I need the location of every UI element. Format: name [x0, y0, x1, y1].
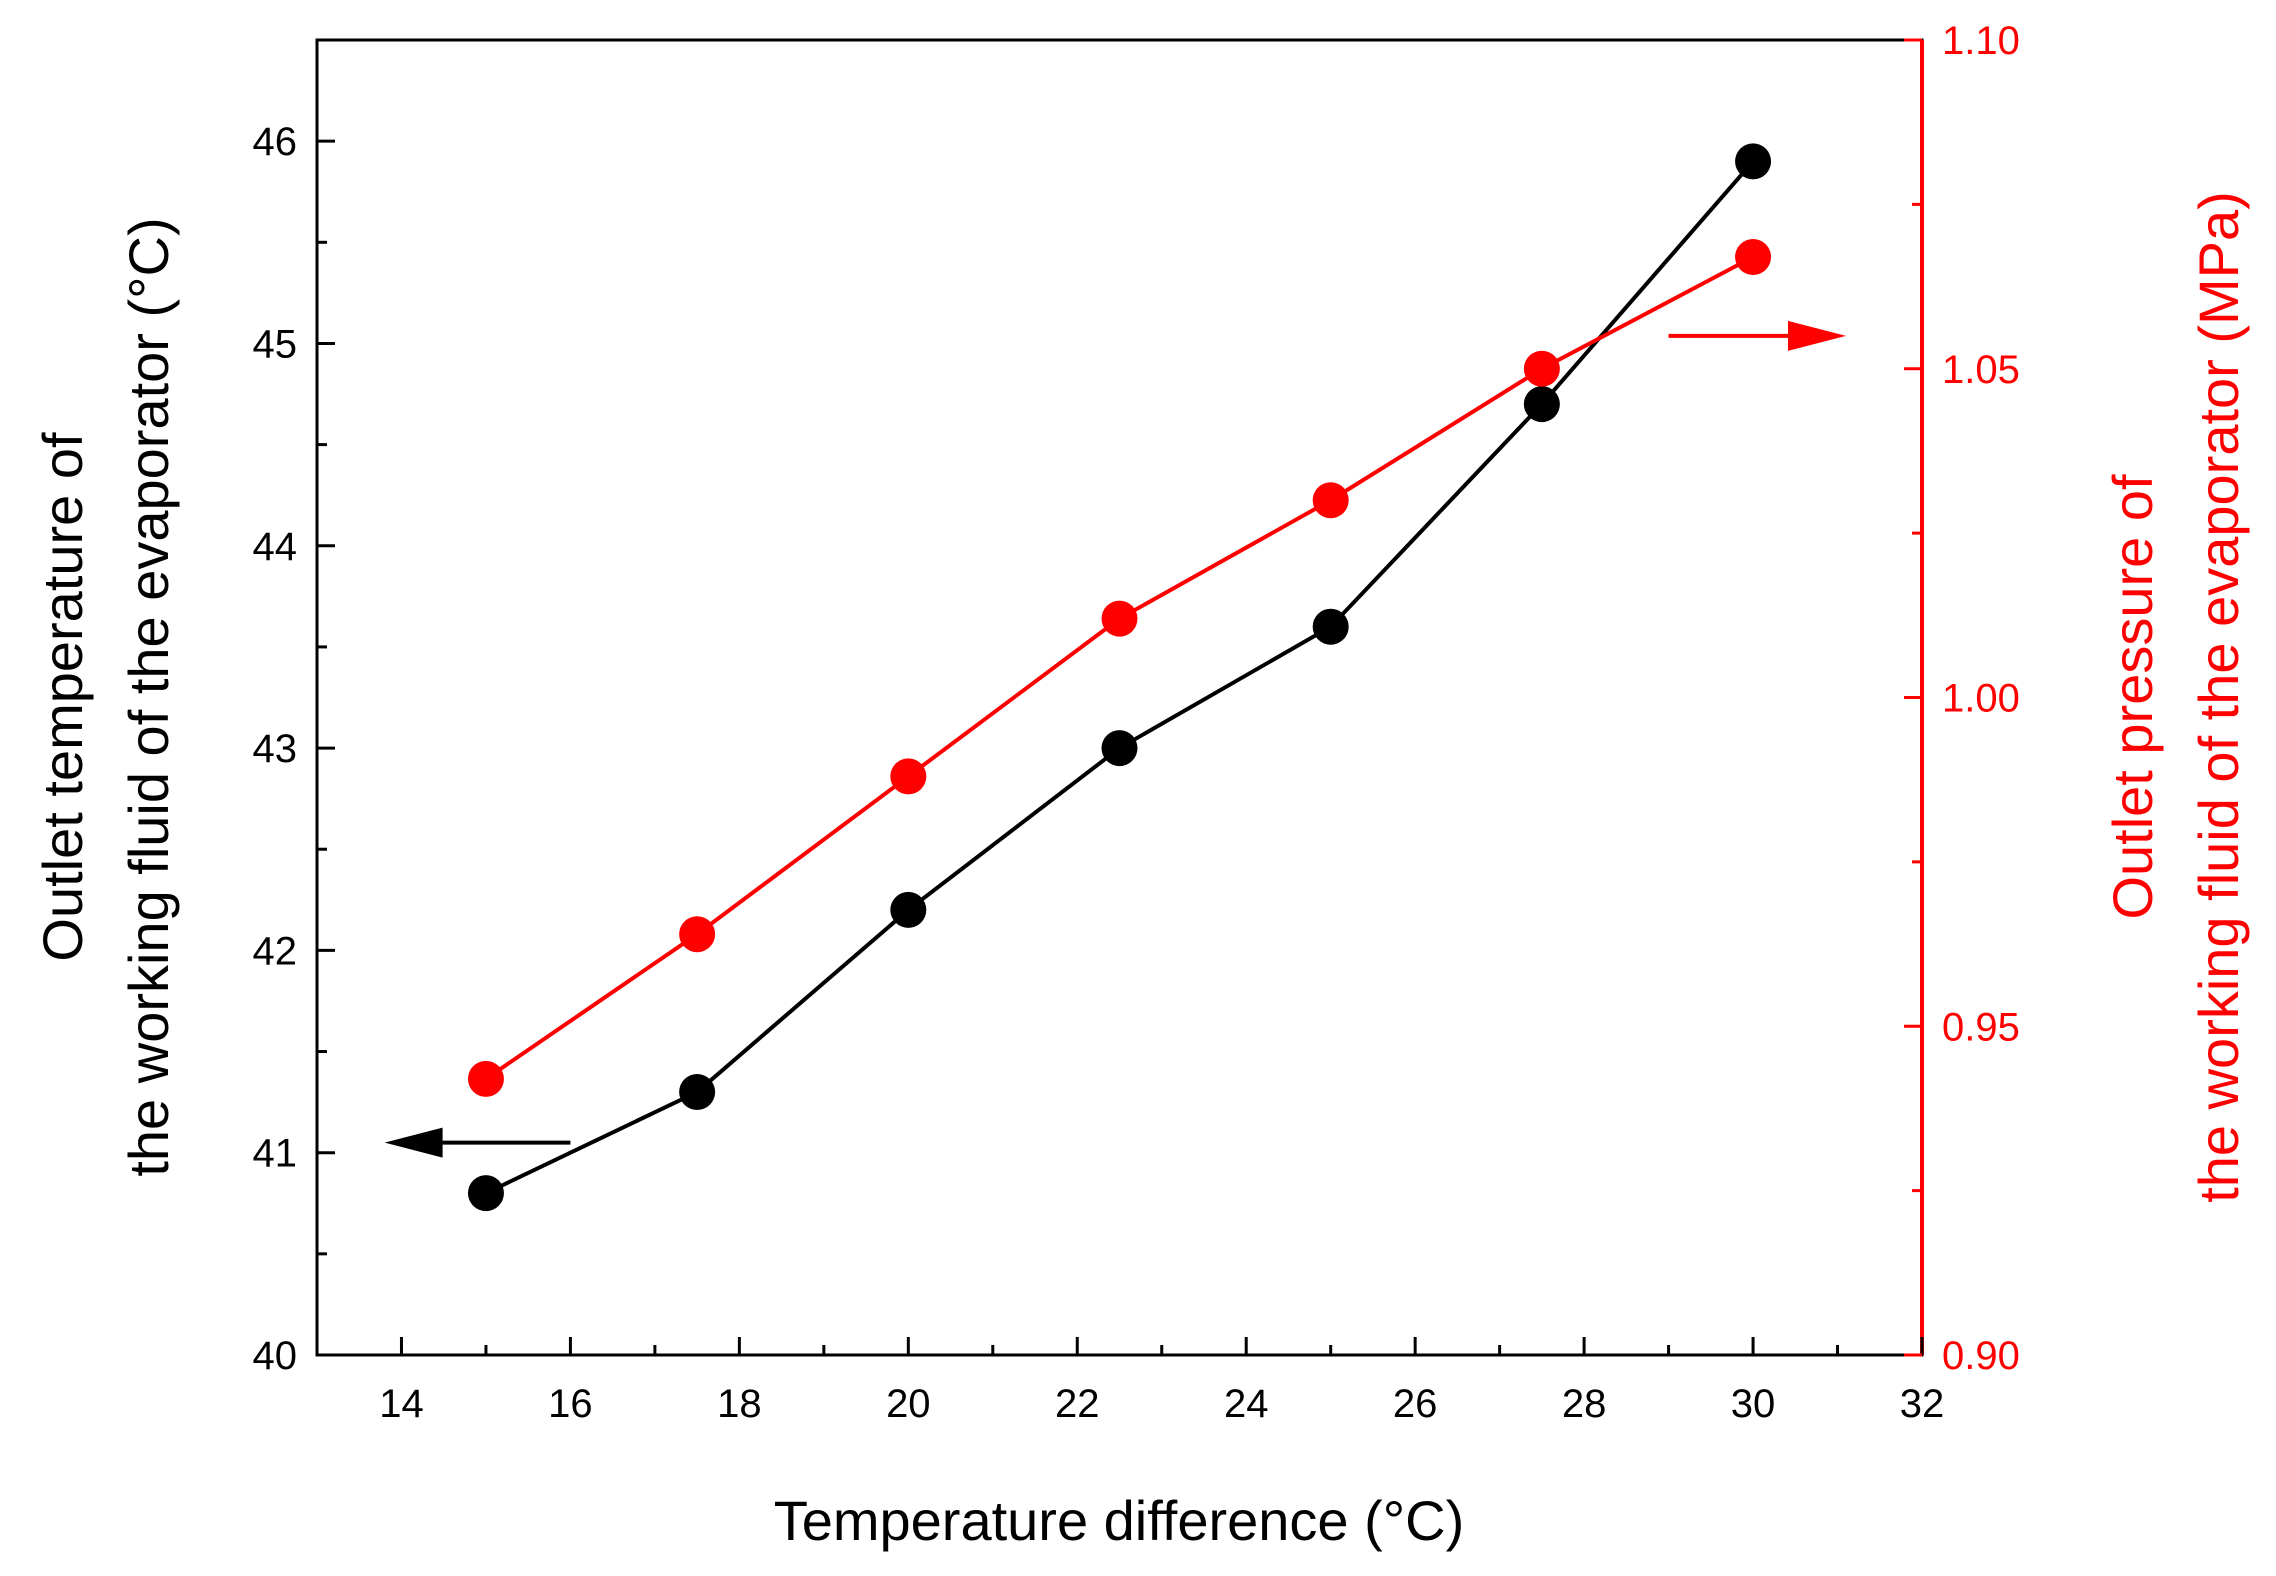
x-axis-ticks: 14 16 18 20 22 24 26 28 30 32: [379, 1337, 1944, 1426]
right-tick-label: 1.05: [1942, 348, 2020, 392]
right-axis-title-line2: the working fluid of the evaporator (MPa…: [2187, 191, 2250, 1203]
axis-arrow-head: [384, 1127, 443, 1158]
series-line-left: [485, 160, 1755, 1195]
x-tick-label: 32: [1900, 1382, 1945, 1426]
x-tick-label: 18: [717, 1382, 762, 1426]
data-point-left: [1523, 386, 1560, 423]
data-point-left: [679, 1074, 716, 1110]
x-axis-title: Temperature difference (°C): [774, 1489, 1465, 1552]
left-axis-ticks: 40 41 42 43 44 45 46: [253, 38, 335, 1378]
left-tick-label: 40: [253, 1334, 298, 1378]
x-tick-label: 28: [1562, 1382, 1607, 1426]
data-point-left: [890, 891, 927, 928]
data-point-left: [467, 1175, 504, 1212]
data-point-right: [890, 758, 927, 795]
data-point-left: [1312, 608, 1349, 645]
data-point-right: [1101, 600, 1138, 637]
x-tick-label: 26: [1393, 1382, 1438, 1426]
left-axis-title-line2: the working fluid of the evaporator (°C): [117, 217, 180, 1176]
data-point-right: [467, 1060, 504, 1097]
x-tick-label: 20: [886, 1382, 931, 1426]
right-axis-title-line1: Outlet pressure of: [2101, 474, 2164, 920]
axis-arrow-head: [1787, 320, 1846, 351]
data-point-right: [1735, 238, 1772, 275]
right-tick-label: 0.90: [1942, 1334, 2020, 1378]
data-point-left: [1735, 143, 1772, 180]
series-layer: [467, 143, 1772, 1212]
left-tick-label: 45: [253, 322, 298, 366]
data-point-right: [679, 916, 716, 953]
data-point-right: [1312, 482, 1349, 519]
right-tick-label: 0.95: [1942, 1005, 2020, 1049]
right-tick-label: 1.00: [1942, 677, 2020, 721]
left-tick-label: 42: [253, 929, 298, 973]
data-point-left: [1101, 730, 1138, 767]
left-axis-title-line1: Outlet temperature of: [31, 432, 94, 962]
left-tick-label: 44: [253, 525, 298, 569]
x-tick-label: 24: [1224, 1382, 1269, 1426]
left-tick-label: 43: [253, 727, 298, 771]
x-tick-label: 16: [548, 1382, 593, 1426]
x-tick-label: 14: [379, 1382, 424, 1426]
x-tick-label: 30: [1731, 1382, 1776, 1426]
right-axis-ticks: 0.90 0.95 1.00 1.05 1.10: [1904, 19, 2020, 1378]
left-tick-label: 46: [253, 120, 298, 164]
left-tick-label: 41: [253, 1132, 298, 1176]
data-point-right: [1523, 350, 1560, 387]
x-tick-label: 22: [1055, 1382, 1100, 1426]
annotation-layer: [384, 320, 1846, 1158]
right-tick-label: 1.10: [1942, 19, 2020, 63]
